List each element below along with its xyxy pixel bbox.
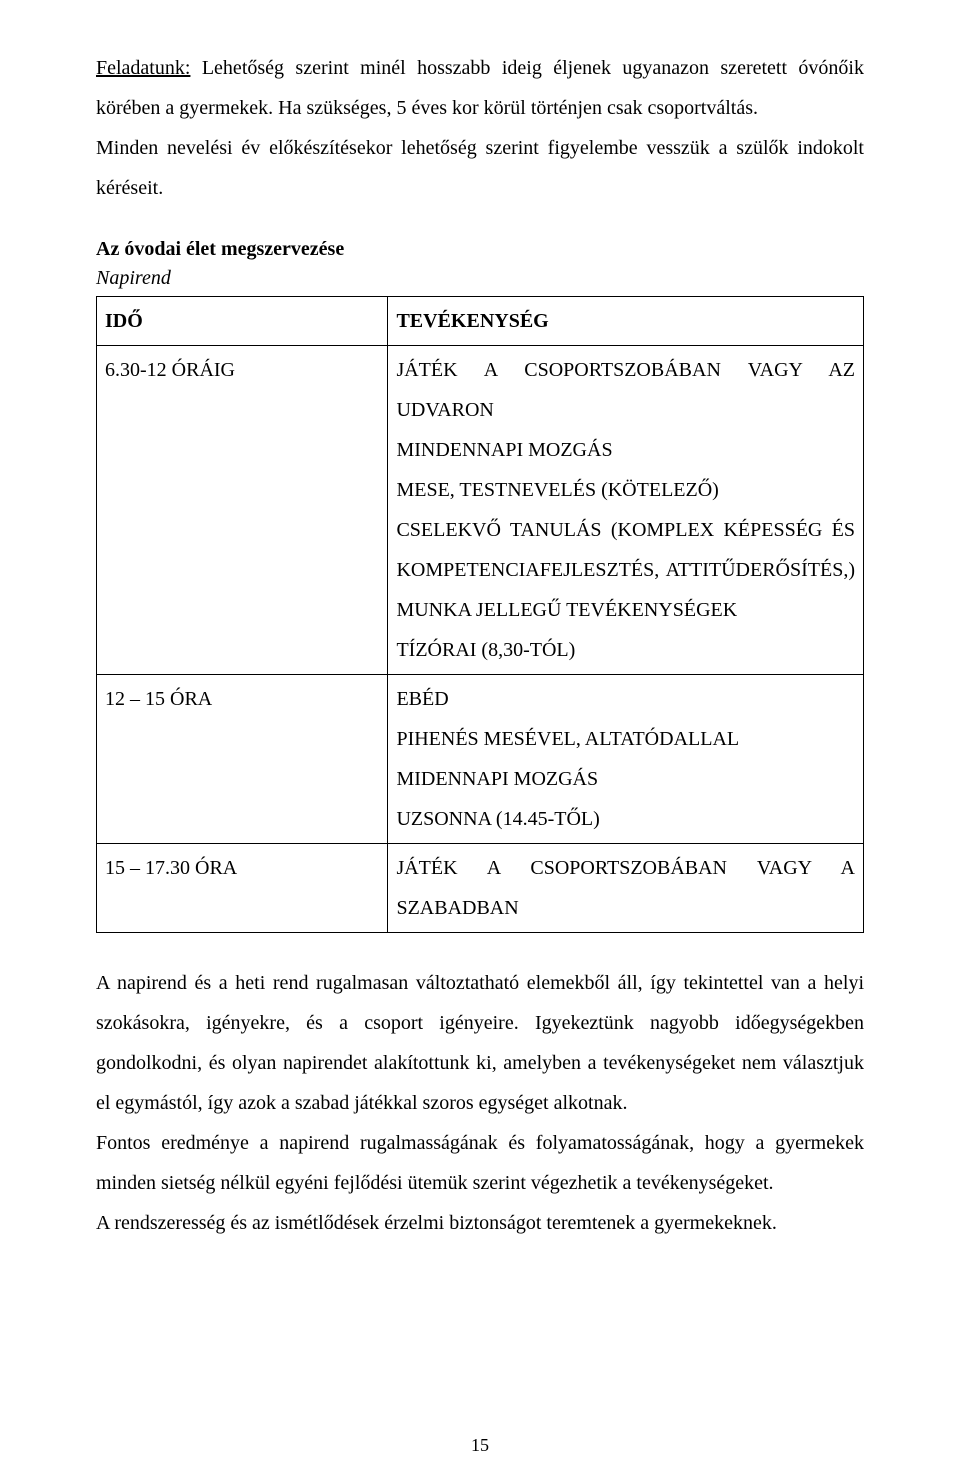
activity-cell: EBÉDPIHENÉS MESÉVEL, ALTATÓDALLALMIDENNA… [388,675,864,844]
activity-cell: JÁTÉK A CSOPORTSZOBÁBAN VAGY A SZABADBAN [388,844,864,933]
section-heading: Az óvodai élet megszervezése [96,238,864,261]
task-paragraph: Feladatunk: Lehetőség szerint minél hoss… [96,48,864,128]
body-p1: A napirend és a heti rend rugalmasan vál… [96,963,864,1123]
table-row: 6.30-12 ÓRÁIGJÁTÉK A CSOPORTSZOBÁBAN VAG… [97,346,864,675]
table-row: 15 – 17.30 ÓRAJÁTÉK A CSOPORTSZOBÁBAN VA… [97,844,864,933]
activity-line: JÁTÉK A CSOPORTSZOBÁBAN VAGY A SZABADBAN [396,848,855,928]
activity-line: MESE, TESTNEVELÉS (KÖTELEZŐ) [396,470,855,510]
activity-line: MIDENNAPI MOZGÁS [396,759,855,799]
page-number: 15 [0,1435,960,1456]
activity-line: JÁTÉK A CSOPORTSZOBÁBAN VAGY AZ UDVARON [396,350,855,430]
activity-cell: JÁTÉK A CSOPORTSZOBÁBAN VAGY AZ UDVARONM… [388,346,864,675]
activity-line: TÍZÓRAI (8,30-TÓL) [396,630,855,670]
body-p3: A rendszeresség és az ismétlődések érzel… [96,1203,864,1243]
time-cell: 6.30-12 ÓRÁIG [97,346,388,675]
section-subheading: Napirend [96,267,864,290]
activity-line: EBÉD [396,679,855,719]
activity-line: CSELEKVŐ TANULÁS (KOMPLEX KÉPESSÉG ÉS KO… [396,510,855,630]
activity-line: MINDENNAPI MOZGÁS [396,430,855,470]
schedule-table: IDŐ TEVÉKENYSÉG 6.30-12 ÓRÁIGJÁTÉK A CSO… [96,296,864,933]
body-paragraphs: A napirend és a heti rend rugalmasan vál… [96,963,864,1243]
time-cell: 15 – 17.30 ÓRA [97,844,388,933]
body-p2: Fontos eredménye a napirend rugalmasságá… [96,1123,864,1203]
table-header-row: IDŐ TEVÉKENYSÉG [97,297,864,346]
header-activity: TEVÉKENYSÉG [388,297,864,346]
document-page: Feladatunk: Lehetőség szerint minél hoss… [0,0,960,1480]
task-label: Feladatunk: [96,57,190,79]
task-text: Lehetőség szerint minél hosszabb ideig é… [96,57,864,119]
activity-line: UZSONNA (14.45-TŐL) [396,799,855,839]
activity-line: PIHENÉS MESÉVEL, ALTATÓDALLAL [396,719,855,759]
table-row: 12 – 15 ÓRAEBÉDPIHENÉS MESÉVEL, ALTATÓDA… [97,675,864,844]
header-time: IDŐ [97,297,388,346]
prep-paragraph: Minden nevelési év előkészítésekor lehet… [96,128,864,208]
time-cell: 12 – 15 ÓRA [97,675,388,844]
